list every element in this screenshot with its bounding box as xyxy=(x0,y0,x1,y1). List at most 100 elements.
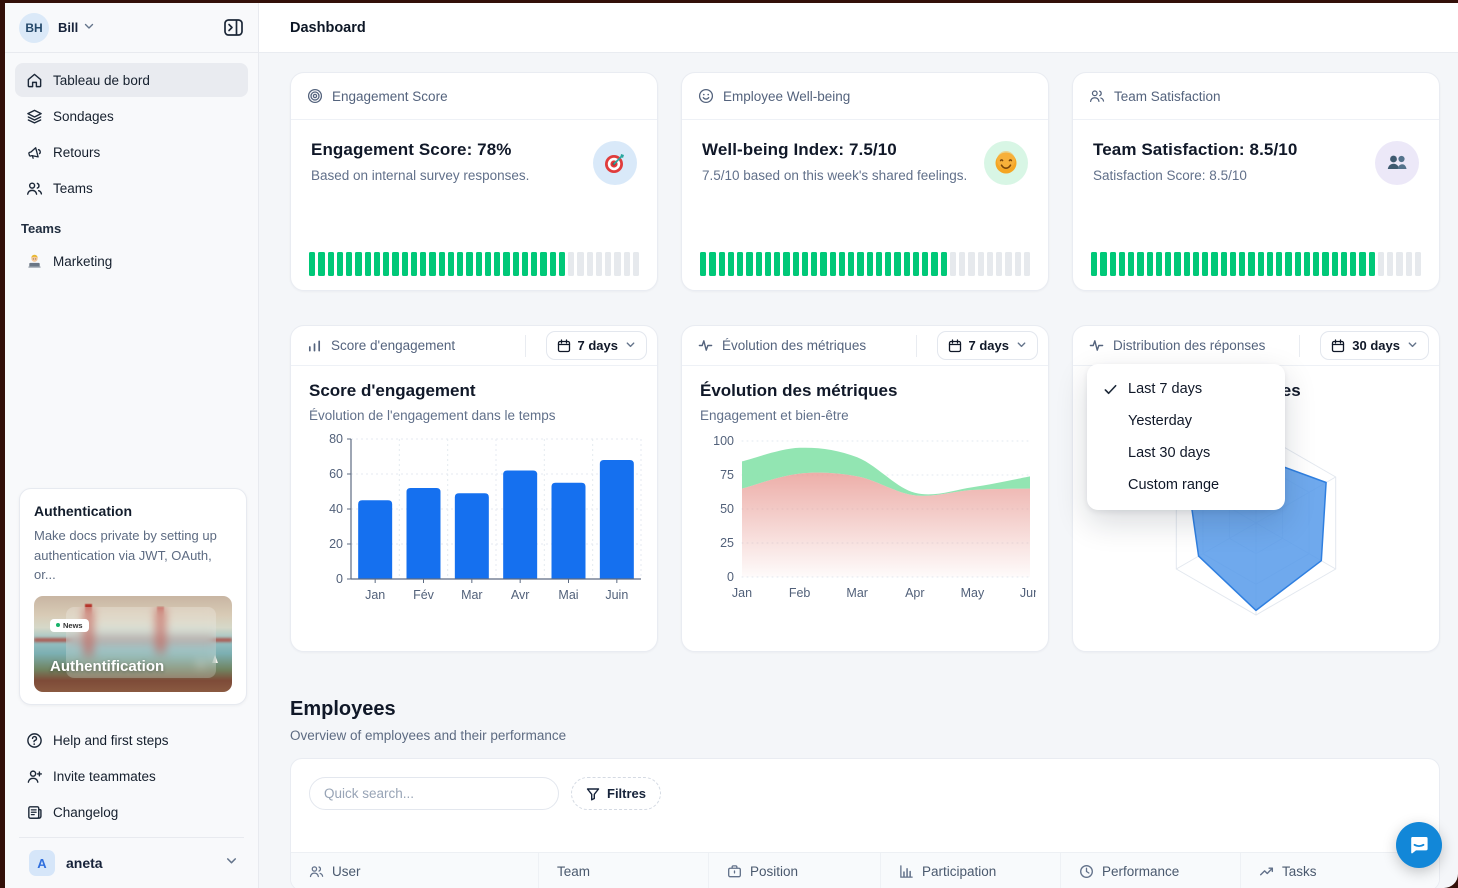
sidebar-item-label: Teams xyxy=(53,180,93,196)
card-header-label: Team Satisfaction xyxy=(1114,88,1221,104)
column-header-performance[interactable]: Performance xyxy=(1061,853,1241,888)
sidebar-section-teams: Teams xyxy=(21,221,62,236)
filters-button[interactable]: Filtres xyxy=(571,777,662,810)
sidebar-item-label: Marketing xyxy=(53,253,113,269)
team-satisfaction-card: Team Satisfaction Team Satisfaction: 8.5… xyxy=(1072,72,1440,291)
svg-text:Jan: Jan xyxy=(365,588,385,602)
table-header-row: User Team Position Participation xyxy=(291,852,1439,888)
sidebar-item-invite[interactable]: Invite teammates xyxy=(15,758,248,794)
user-plus-icon xyxy=(25,767,43,785)
score-engagement-card: Score d'engagement 7 days Score d'engage… xyxy=(290,325,658,652)
svg-text:80: 80 xyxy=(329,432,343,446)
check-icon xyxy=(1101,380,1119,398)
news-badge: News xyxy=(50,618,89,632)
employee-wellbeing-card: Employee Well-being Well-being Index: 7.… xyxy=(681,72,1049,291)
authentication-promo-card[interactable]: Authentication Make docs private by sett… xyxy=(19,488,247,705)
sidebar-item-tableau-de-bord[interactable]: Tableau de bord xyxy=(15,63,248,97)
chart-title: Score d'engagement xyxy=(309,381,476,400)
sidebar-footer: Help and first steps Invite teammates Ch… xyxy=(5,716,258,888)
sidebar-item-label: Help and first steps xyxy=(53,732,169,748)
search-input[interactable] xyxy=(309,777,559,810)
sidebar-nav: Tableau de bord Sondages Retours Teams xyxy=(5,53,258,205)
sidebar-item-help[interactable]: Help and first steps xyxy=(15,722,248,758)
chat-launcher-button[interactable] xyxy=(1396,822,1442,868)
sidebar-header: BH Bill xyxy=(5,3,258,53)
divider xyxy=(1299,334,1301,357)
metrics-area-chart: 0 25 50 75 100 Jan Feb Mar Apr May Jun xyxy=(700,425,1036,613)
stat-subtitle: Based on internal survey responses. xyxy=(311,168,530,183)
users-icon xyxy=(25,179,43,197)
chevron-down-icon[interactable] xyxy=(83,19,95,37)
promo-description: Make docs private by setting up authenti… xyxy=(34,528,217,582)
promo-title: Authentication xyxy=(34,503,132,519)
sidebar-item-marketing[interactable]: Marketing xyxy=(15,244,248,278)
divider xyxy=(524,334,526,357)
smiley-icon xyxy=(698,88,714,104)
card-header-label: Engagement Score xyxy=(332,88,448,104)
technologist-emoji xyxy=(25,252,43,270)
divider xyxy=(915,334,917,357)
column-header-user[interactable]: User xyxy=(291,853,539,888)
stat-subtitle: Satisfaction Score: 8.5/10 xyxy=(1093,168,1247,183)
progress-segments xyxy=(1091,252,1421,276)
svg-text:0: 0 xyxy=(727,570,734,584)
svg-text:60: 60 xyxy=(329,467,343,481)
divider xyxy=(19,837,244,838)
sidebar-item-label: Changelog xyxy=(53,804,119,820)
svg-text:75: 75 xyxy=(720,468,734,482)
users-icon xyxy=(1089,88,1105,104)
workspace-name: aneta xyxy=(66,855,103,871)
card-header-label: Score d'engagement xyxy=(331,338,456,353)
column-header-participation[interactable]: Participation xyxy=(881,853,1061,888)
chevron-down-icon xyxy=(1016,338,1027,353)
column-header-position[interactable]: Position xyxy=(709,853,881,888)
svg-text:50: 50 xyxy=(720,502,734,516)
svg-text:Apr: Apr xyxy=(905,586,924,600)
range-select-button[interactable]: 7 days xyxy=(545,331,647,360)
activity-icon xyxy=(1089,338,1104,353)
activity-icon xyxy=(698,338,713,353)
svg-text:Avr: Avr xyxy=(511,588,530,602)
employees-header: Employees Overview of employees and thei… xyxy=(290,698,1440,743)
calendar-icon xyxy=(1332,338,1345,352)
sidebar-item-changelog[interactable]: Changelog xyxy=(15,794,248,830)
clock-icon xyxy=(1080,865,1093,878)
stat-cards-row: Engagement Score Engagement Score: 78% B… xyxy=(290,72,1440,291)
user-name[interactable]: Bill xyxy=(58,20,79,35)
user-avatar[interactable]: BH xyxy=(19,12,49,43)
sidebar-item-teams[interactable]: Teams xyxy=(15,171,248,205)
busts-people-icon xyxy=(1375,141,1419,185)
calendar-icon xyxy=(557,338,570,352)
table-toolbar: Filtres xyxy=(291,759,1439,852)
menu-item[interactable]: Last 30 days xyxy=(1087,437,1285,469)
workspace-switcher[interactable]: A aneta xyxy=(15,838,248,888)
svg-text:Mai: Mai xyxy=(558,588,578,602)
calendar-icon xyxy=(948,338,961,352)
dart-target-icon xyxy=(593,141,637,185)
chevron-down-icon[interactable] xyxy=(225,854,238,872)
menu-item[interactable]: Custom range xyxy=(1087,469,1285,501)
trend-icon xyxy=(1259,867,1274,876)
card-header-label: Évolution des métriques xyxy=(722,338,867,353)
users-icon xyxy=(309,866,324,878)
svg-text:May: May xyxy=(961,586,985,600)
promo-image[interactable]: News Authentification xyxy=(34,595,232,692)
stat-title: Well-being Index: 7.5/10 xyxy=(702,140,897,159)
column-header-team[interactable]: Team xyxy=(539,853,709,888)
range-select-button[interactable]: 7 days xyxy=(936,331,1038,360)
stat-subtitle: 7.5/10 based on this week's shared feeli… xyxy=(702,168,968,183)
sidebar-item-retours[interactable]: Retours xyxy=(15,135,248,169)
menu-item[interactable]: Yesterday xyxy=(1087,405,1285,437)
column-header-tasks[interactable]: Tasks xyxy=(1241,853,1439,888)
sidebar-collapse-icon[interactable] xyxy=(220,15,246,41)
news-dot-icon xyxy=(56,623,60,628)
progress-segments xyxy=(700,252,1030,276)
chevron-down-icon xyxy=(625,338,636,353)
menu-item[interactable]: Last 7 days xyxy=(1087,373,1285,405)
layers-icon xyxy=(25,107,43,125)
briefcase-icon xyxy=(728,865,741,878)
sidebar-item-sondages[interactable]: Sondages xyxy=(15,99,248,133)
svg-text:Jan: Jan xyxy=(732,586,752,600)
range-select-button[interactable]: 30 days xyxy=(1320,331,1429,360)
chart-subtitle: Évolution de l'engagement dans le temps xyxy=(309,408,556,423)
